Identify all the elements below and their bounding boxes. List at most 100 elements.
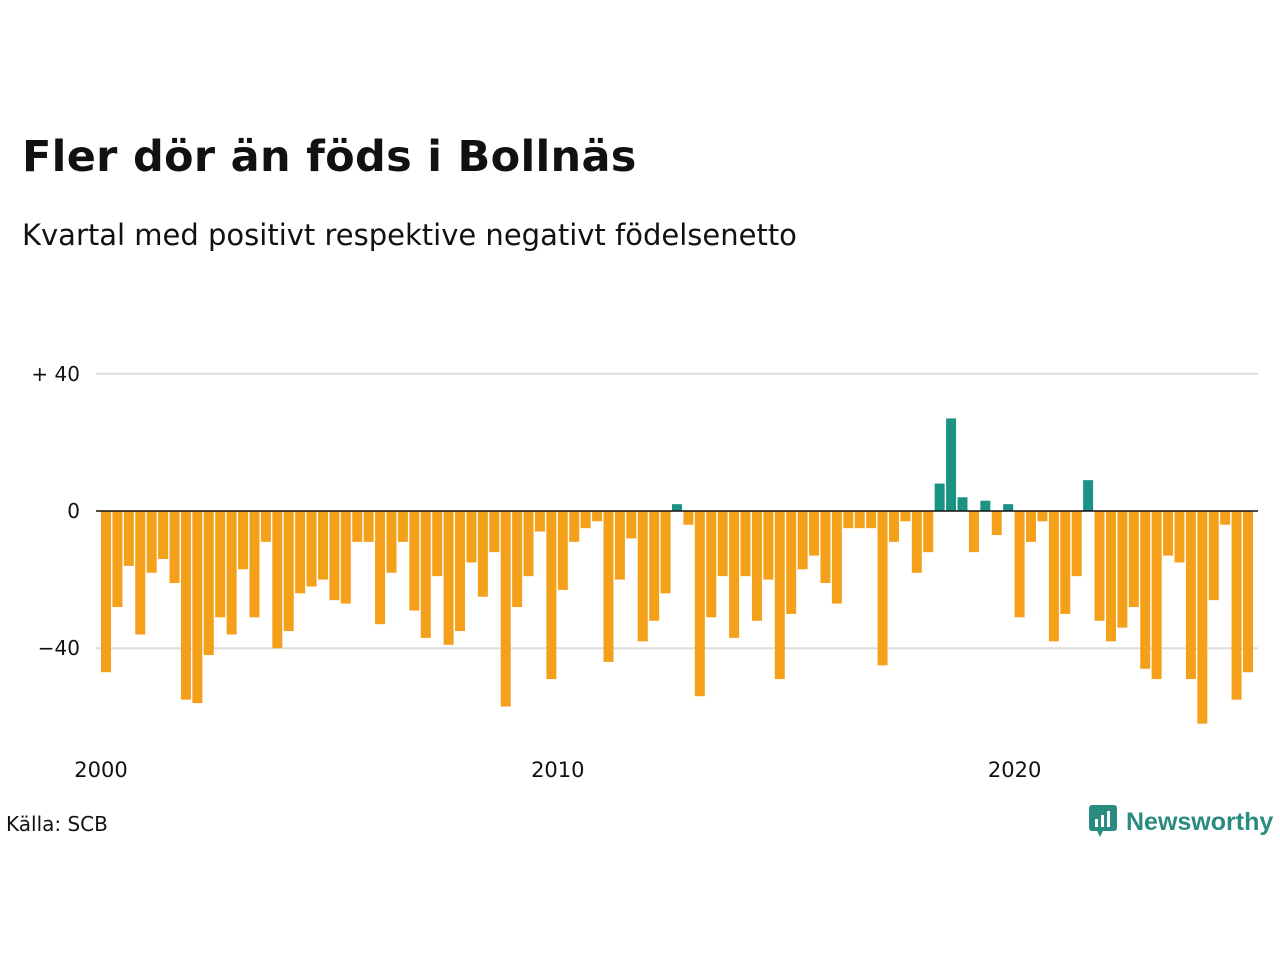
bar — [397, 511, 408, 542]
bar — [500, 511, 511, 707]
bar — [443, 511, 454, 645]
y-tick-label: + 40 — [31, 362, 80, 386]
bar — [180, 511, 191, 700]
bar — [1208, 511, 1219, 601]
bar — [158, 511, 169, 560]
bar — [546, 511, 557, 680]
bar — [854, 511, 865, 529]
bar — [866, 511, 877, 529]
bar — [923, 511, 934, 553]
bar — [980, 500, 991, 511]
bar — [340, 511, 351, 604]
bar — [911, 511, 922, 573]
bar — [809, 511, 820, 556]
bar — [820, 511, 831, 584]
bar — [1128, 511, 1139, 608]
chart-title: Fler dör än föds i Bollnäs — [22, 132, 637, 182]
bar — [192, 511, 203, 704]
bar — [295, 511, 306, 594]
bar — [272, 511, 283, 649]
y-tick-label: 0 — [67, 499, 80, 523]
bar — [649, 511, 660, 621]
bar — [1220, 511, 1231, 525]
bar — [1174, 511, 1185, 563]
x-tick-label: 2000 — [74, 758, 127, 782]
bar — [534, 511, 545, 532]
bar — [1185, 511, 1196, 680]
bar — [1140, 511, 1151, 669]
bar — [1197, 511, 1208, 724]
bar — [1026, 511, 1037, 542]
bar — [226, 511, 237, 635]
x-tick-label: 2010 — [531, 758, 584, 782]
x-tick-label: 2020 — [988, 758, 1041, 782]
bar — [672, 504, 682, 511]
bar — [512, 511, 523, 608]
bar — [968, 511, 979, 553]
bar — [455, 511, 466, 632]
bar — [317, 511, 328, 580]
bar — [1003, 504, 1014, 511]
bar — [101, 511, 111, 673]
bar — [786, 511, 797, 614]
bar — [1060, 511, 1071, 614]
bar — [694, 511, 705, 697]
bar — [717, 511, 728, 577]
bar — [1151, 511, 1162, 680]
bar — [1243, 511, 1253, 673]
bar — [660, 511, 671, 594]
bar — [352, 511, 363, 542]
bar — [409, 511, 420, 611]
bar — [603, 511, 614, 662]
bar — [683, 511, 694, 525]
bar — [420, 511, 431, 638]
newsworthy-logo: Newsworthy — [1088, 804, 1273, 840]
bar — [614, 511, 625, 580]
bar — [466, 511, 477, 563]
bar — [135, 511, 146, 635]
bar — [1014, 511, 1025, 618]
bar — [1231, 511, 1242, 700]
bar — [203, 511, 214, 656]
chart-subtitle: Kvartal med positivt respektive negativt… — [22, 218, 797, 252]
bar — [900, 511, 911, 522]
bar — [626, 511, 637, 539]
bar — [1048, 511, 1059, 642]
bar — [1163, 511, 1174, 556]
bar — [238, 511, 249, 570]
bar — [797, 511, 808, 570]
bar — [1071, 511, 1082, 577]
bar — [489, 511, 500, 553]
bar — [592, 511, 603, 522]
bar — [432, 511, 443, 577]
bar — [763, 511, 774, 580]
bar — [569, 511, 580, 542]
bar — [386, 511, 397, 573]
bar — [112, 511, 123, 608]
bar — [375, 511, 386, 625]
bar — [831, 511, 842, 604]
bar — [306, 511, 317, 587]
bar — [329, 511, 340, 601]
newsworthy-logo-text: Newsworthy — [1126, 807, 1274, 836]
bar — [934, 483, 945, 511]
bar — [888, 511, 899, 542]
bar — [1105, 511, 1116, 642]
bar — [146, 511, 157, 573]
bar — [946, 418, 957, 511]
newsworthy-logo-icon — [1089, 805, 1117, 837]
bar — [215, 511, 226, 618]
bar — [751, 511, 762, 621]
bar — [1083, 480, 1094, 511]
bar — [249, 511, 260, 618]
bar — [523, 511, 534, 577]
bar — [729, 511, 740, 638]
bar — [169, 511, 180, 584]
bar — [283, 511, 294, 632]
bar — [1037, 511, 1048, 522]
bar — [706, 511, 717, 618]
source-note: Källa: SCB — [6, 812, 108, 836]
bar — [774, 511, 785, 680]
bar — [477, 511, 488, 597]
